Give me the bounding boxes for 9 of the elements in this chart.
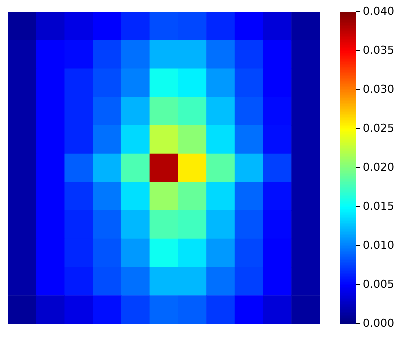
color-bar-label: 0.005 [363, 278, 394, 291]
color-bar-label: 0.040 [363, 4, 394, 18]
color-bar-label: 0.020 [363, 160, 394, 174]
color-bar-label: 0.000 [363, 316, 394, 330]
color-bar-label: 0.025 [363, 122, 394, 135]
color-bar-label: 0.015 [363, 200, 394, 213]
color-bar-label: 0.010 [363, 238, 394, 252]
color-bar-label: 0.035 [363, 44, 394, 57]
color-bar-label: 0.030 [363, 82, 394, 96]
